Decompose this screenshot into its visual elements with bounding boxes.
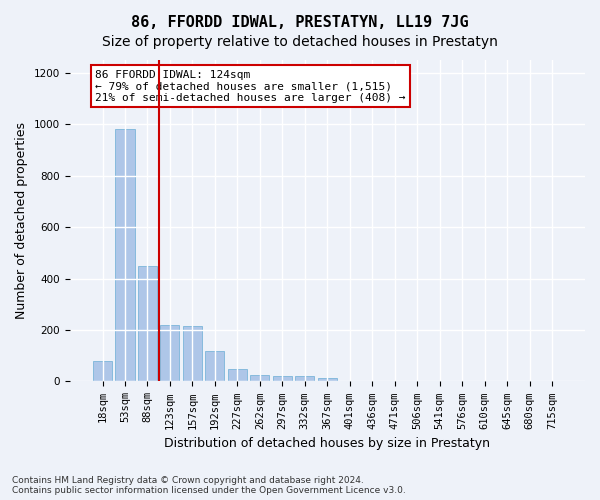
Bar <box>93 361 112 382</box>
Bar <box>273 376 292 382</box>
Text: 86 FFORDD IDWAL: 124sqm
← 79% of detached houses are smaller (1,515)
21% of semi: 86 FFORDD IDWAL: 124sqm ← 79% of detache… <box>95 70 406 103</box>
Bar <box>160 325 179 382</box>
X-axis label: Distribution of detached houses by size in Prestatyn: Distribution of detached houses by size … <box>164 437 490 450</box>
Bar <box>205 350 224 382</box>
Bar <box>138 266 157 382</box>
Bar <box>115 130 134 382</box>
Text: Contains HM Land Registry data © Crown copyright and database right 2024.
Contai: Contains HM Land Registry data © Crown c… <box>12 476 406 495</box>
Bar <box>183 326 202 382</box>
Bar <box>228 368 247 382</box>
Bar <box>295 376 314 382</box>
Bar <box>318 378 337 382</box>
Text: 86, FFORDD IDWAL, PRESTATYN, LL19 7JG: 86, FFORDD IDWAL, PRESTATYN, LL19 7JG <box>131 15 469 30</box>
Bar <box>250 375 269 382</box>
Text: Size of property relative to detached houses in Prestatyn: Size of property relative to detached ho… <box>102 35 498 49</box>
Y-axis label: Number of detached properties: Number of detached properties <box>15 122 28 319</box>
